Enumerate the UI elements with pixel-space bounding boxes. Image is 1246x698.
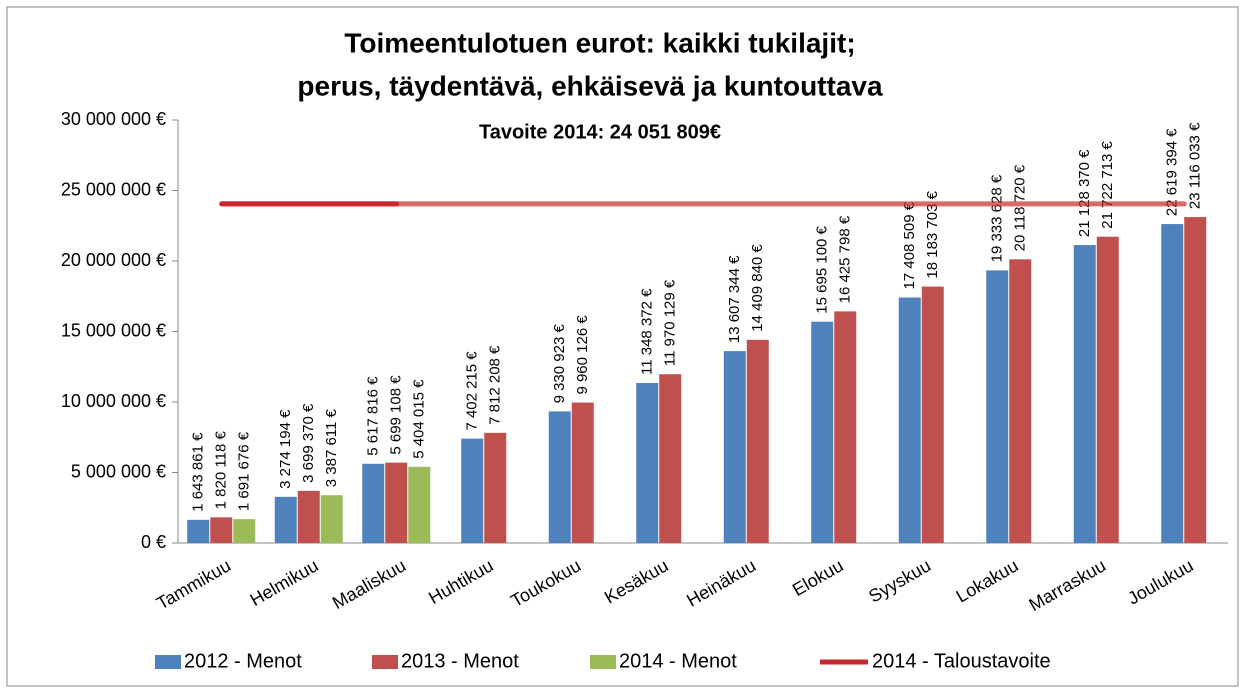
- data-label: 11 970 129 €: [662, 279, 679, 366]
- y-tick-label: 25 000 000 €: [61, 179, 166, 199]
- data-label: 21 722 713 €: [1099, 140, 1116, 228]
- data-label: 14 409 840 €: [749, 244, 766, 332]
- bar: [362, 463, 385, 543]
- data-label: 17 408 509 €: [901, 201, 918, 289]
- bar: [1096, 236, 1119, 543]
- legend-label: 2014 - Taloustavoite: [872, 650, 1051, 672]
- bar: [834, 311, 857, 543]
- data-label: 1 820 118 €: [213, 431, 230, 510]
- y-tick-label: 30 000 000 €: [61, 109, 166, 129]
- bar: [898, 297, 921, 543]
- bar: [811, 321, 834, 543]
- y-tick-label: 0 €: [141, 532, 166, 552]
- bar: [921, 286, 944, 543]
- data-label: 16 425 798 €: [837, 215, 854, 303]
- data-label: 19 333 628 €: [989, 174, 1006, 262]
- bar: [385, 462, 408, 543]
- data-label: 7 402 215 €: [464, 351, 481, 431]
- data-label: 20 118 720 €: [1012, 164, 1029, 251]
- bar: [187, 519, 210, 543]
- data-label: 22 619 394 €: [1164, 128, 1181, 216]
- y-tick-label: 5 000 000 €: [71, 461, 166, 481]
- legend-swatch: [155, 655, 181, 669]
- data-label: 21 128 370 €: [1076, 149, 1093, 237]
- bar: [986, 270, 1009, 543]
- data-label: 13 607 344 €: [726, 255, 743, 343]
- bar: [1161, 224, 1184, 544]
- bar: [636, 382, 659, 543]
- y-tick-label: 10 000 000 €: [61, 391, 166, 411]
- y-tick-label: 15 000 000 €: [61, 320, 166, 340]
- data-label: 1 691 676 €: [236, 431, 253, 511]
- bar: [1073, 245, 1096, 544]
- bar: [320, 495, 343, 543]
- chart-border: [6, 6, 1239, 687]
- bar: [484, 432, 507, 543]
- data-label: 1 643 861 €: [190, 432, 207, 512]
- bar: [274, 496, 297, 543]
- y-tick-label: 20 000 000 €: [61, 250, 166, 270]
- data-label: 7 812 208 €: [487, 345, 504, 425]
- legend-label: 2014 - Menot: [619, 650, 737, 672]
- bar: [571, 402, 594, 543]
- bar: [408, 466, 431, 543]
- legend-swatch: [590, 655, 616, 669]
- data-label: 5 404 015 €: [411, 379, 428, 459]
- bar: [746, 339, 769, 543]
- bar: [723, 351, 746, 543]
- bar: [210, 517, 233, 543]
- bar: [1009, 259, 1032, 543]
- data-label: 18 183 703 €: [924, 190, 941, 278]
- data-label: 23 116 033 €: [1187, 122, 1204, 209]
- bar: [659, 374, 682, 543]
- data-label: 5 617 816 €: [365, 376, 382, 456]
- data-label: 9 330 923 €: [551, 324, 568, 404]
- data-label: 3 274 194 €: [277, 409, 294, 489]
- chart-title: perus, täydentävä, ehkäisevä ja kuntoutt…: [297, 70, 883, 101]
- legend-label: 2013 - Menot: [401, 650, 519, 672]
- bar: [461, 438, 484, 543]
- bar: [233, 519, 256, 543]
- bar: [548, 411, 571, 543]
- data-label: 5 699 108 €: [388, 375, 405, 455]
- chart-title: Toimeentulotuen eurot: kaikki tukilajit;: [344, 27, 855, 58]
- data-label: 11 348 372 €: [639, 288, 656, 375]
- data-label: 15 695 100 €: [814, 225, 831, 313]
- bar: [1184, 217, 1207, 543]
- legend-label: 2012 - Menot: [184, 650, 302, 672]
- bar: [297, 490, 320, 543]
- data-label: 3 387 611 €: [323, 408, 340, 487]
- legend-swatch: [372, 655, 398, 669]
- data-label: 9 960 126 €: [574, 315, 591, 395]
- data-label: 3 699 370 €: [300, 403, 317, 483]
- chart-subtitle: Tavoite 2014: 24 051 809€: [479, 121, 721, 143]
